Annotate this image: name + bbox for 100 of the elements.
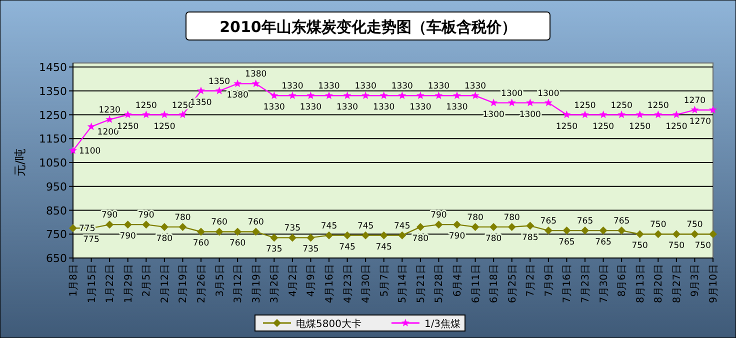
data-label: 750 <box>650 220 666 230</box>
data-label: 1250 <box>574 100 596 111</box>
point <box>380 91 388 100</box>
data-label: 1330 <box>318 82 340 92</box>
data-label: 1330 <box>282 82 304 92</box>
point <box>306 234 315 242</box>
x-tick-label: 5月14日 <box>398 264 409 304</box>
data-label: 1250 <box>154 122 176 132</box>
y-tick-label: 650 <box>46 252 67 265</box>
point <box>87 122 96 130</box>
y-tick-label: 1350 <box>39 84 67 98</box>
point <box>636 230 644 238</box>
x-tick-label: 3月19日 <box>251 264 262 304</box>
point <box>709 106 717 114</box>
data-label: 745 <box>394 221 410 232</box>
data-label: 1330 <box>263 102 285 113</box>
data-label: 1330 <box>464 82 486 92</box>
x-tick-label: 7月23日 <box>580 264 592 304</box>
point <box>160 110 168 118</box>
point <box>178 222 187 231</box>
point <box>142 220 150 229</box>
x-tick-label: 5月7日 <box>379 264 390 297</box>
data-label: 780 <box>156 234 173 244</box>
point <box>690 230 699 238</box>
point <box>416 222 424 231</box>
point <box>654 110 662 118</box>
data-label: 765 <box>613 216 630 227</box>
chart-title: 2010年山东煤炭变化走势图（车板含税价） <box>220 18 516 36</box>
data-label: 765 <box>576 216 594 227</box>
x-tick-label: 9月10日 <box>708 264 720 304</box>
point <box>234 80 242 88</box>
x-tick-label: 4月23日 <box>342 264 354 304</box>
data-label: 775 <box>79 224 96 234</box>
x-tick-label: 4月2日 <box>288 264 299 297</box>
point <box>69 224 77 232</box>
point <box>325 231 333 240</box>
point <box>453 91 461 100</box>
point <box>581 226 589 235</box>
data-label: 1200 <box>97 128 119 138</box>
point <box>380 231 388 240</box>
data-label: 750 <box>694 241 711 252</box>
data-label: 760 <box>248 218 264 228</box>
data-label: 1330 <box>300 102 322 113</box>
data-label: 760 <box>192 238 210 249</box>
point <box>160 222 168 231</box>
data-label: 1330 <box>410 102 432 113</box>
point <box>124 220 132 229</box>
data-label: 1250 <box>610 100 632 111</box>
x-tick-label: 5月28日 <box>434 264 446 304</box>
point <box>252 80 260 88</box>
data-label: 1270 <box>684 96 706 106</box>
data-label: 745 <box>376 242 392 252</box>
point <box>544 226 552 235</box>
x-tick-label: 6月4日 <box>452 264 464 297</box>
point <box>288 234 296 242</box>
x-tick-label: 8月13日 <box>635 264 646 304</box>
point <box>215 228 224 236</box>
x-tick-label: 4月16日 <box>324 264 336 304</box>
data-label: 780 <box>467 212 484 223</box>
data-label: 1300 <box>538 88 560 99</box>
data-label: 1250 <box>117 122 139 132</box>
point <box>197 228 205 236</box>
data-label: 1330 <box>336 102 358 113</box>
data-label: 775 <box>83 235 100 246</box>
data-label: 1380 <box>245 70 267 80</box>
point <box>270 234 278 242</box>
y-axis-title: 元/吨 <box>13 148 27 177</box>
y-tick-label: 950 <box>46 180 67 194</box>
point <box>325 91 333 100</box>
point <box>709 230 717 238</box>
data-label: 1380 <box>226 90 248 101</box>
y-tick-label: 1150 <box>39 132 67 146</box>
point <box>306 91 315 100</box>
point <box>508 98 516 106</box>
point <box>672 230 680 238</box>
x-tick-label: 3月5日 <box>214 264 226 297</box>
data-label: 790 <box>430 210 447 221</box>
x-tick-label: 6月11日 <box>470 264 482 304</box>
point <box>215 86 224 94</box>
x-tick-label: 7月2日 <box>526 264 537 297</box>
x-tick-label: 8月20日 <box>654 264 665 304</box>
data-label: 790 <box>101 210 118 221</box>
point <box>106 220 114 229</box>
point <box>490 98 498 106</box>
data-label: 1250 <box>556 122 578 132</box>
point <box>252 228 260 236</box>
x-tick-label: 9月3日 <box>690 264 702 297</box>
point <box>234 228 242 236</box>
x-tick-label: 6月18日 <box>489 264 500 304</box>
point <box>471 222 480 231</box>
x-tick-label: 3月12日 <box>233 264 244 304</box>
point <box>690 106 699 114</box>
data-label: 780 <box>485 234 502 244</box>
point <box>490 222 498 231</box>
data-label: 780 <box>412 234 429 244</box>
data-label: 750 <box>668 241 685 252</box>
data-label: 1250 <box>647 100 669 111</box>
x-tick-label: 1月29日 <box>123 264 134 304</box>
data-label: 1330 <box>446 102 468 113</box>
point <box>618 226 626 235</box>
